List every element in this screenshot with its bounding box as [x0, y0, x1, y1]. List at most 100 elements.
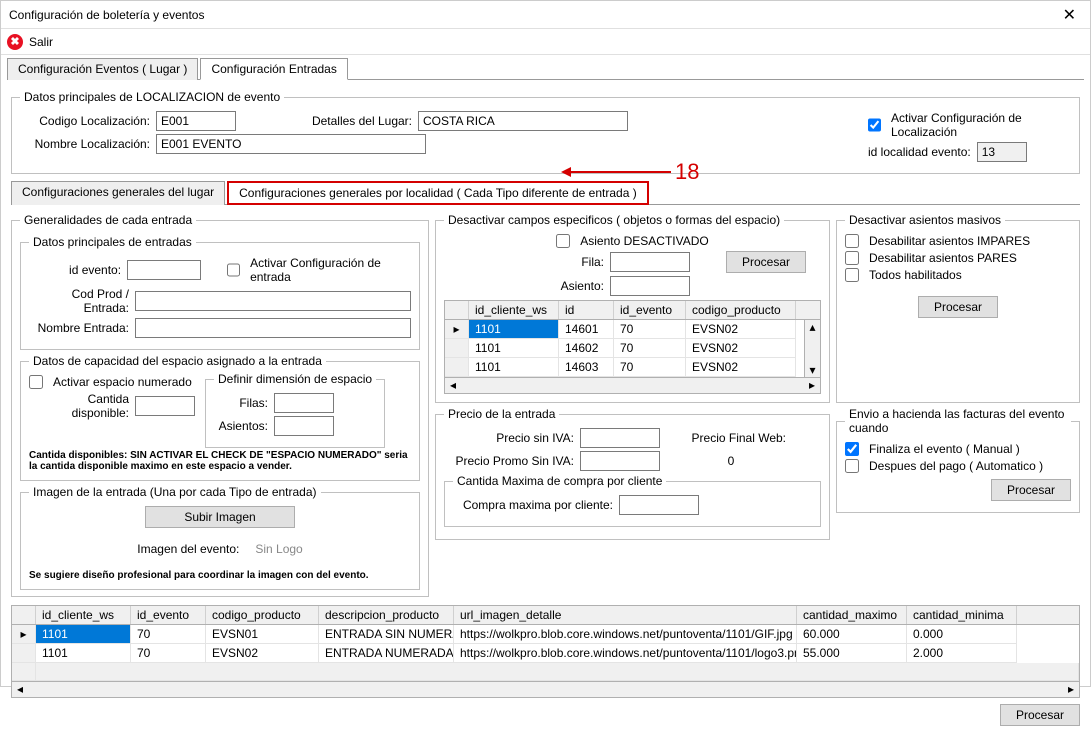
precio-sin-iva-input[interactable] — [580, 428, 660, 448]
bg-h2[interactable]: id_evento — [131, 606, 206, 624]
precio-final-label: Precio Final Web: — [676, 431, 786, 445]
asiento-input[interactable] — [610, 276, 690, 296]
impares-label: Desabilitar asientos IMPARES — [869, 234, 1030, 248]
fila-input[interactable] — [610, 252, 690, 272]
loc-legend: Datos principales de LOCALIZACION de eve… — [20, 90, 284, 104]
despues-label: Despues del pago ( Automatico ) — [869, 459, 1043, 473]
activar-numerado-label: Activar espacio numerado — [53, 375, 192, 389]
bg-row[interactable]: 1101 70 EVSN02 ENTRADA NUMERADA https://… — [12, 644, 1079, 663]
datos-principales-legend: Datos principales de entradas — [29, 235, 196, 249]
toolbar: ✖ Salir — [1, 29, 1090, 55]
main-tabs: Configuración Eventos ( Lugar ) Configur… — [7, 57, 1084, 80]
window-title: Configuración de boletería y eventos — [9, 8, 204, 22]
bg-h7[interactable]: cantidad_minima — [907, 606, 1017, 624]
capacidad-group: Datos de capacidad del espacio asignado … — [20, 354, 420, 481]
activar-entrada-checkbox[interactable] — [227, 263, 240, 277]
precio-group: Precio de la entrada Precio sin IVA: Pre… — [435, 407, 830, 540]
close-icon[interactable]: ✕ — [1057, 5, 1082, 25]
filas-label: Filas: — [214, 396, 268, 410]
exit-icon[interactable]: ✖ — [7, 34, 23, 50]
desactivar-campos-group: Desactivar campos especificos ( objetos … — [435, 213, 830, 403]
tab-config-entradas[interactable]: Configuración Entradas — [200, 58, 347, 80]
dimension-group: Definir dimensión de espacio Filas: Asie… — [205, 372, 385, 448]
tab-config-lugar[interactable]: Configuraciones generales del lugar — [11, 181, 225, 205]
loc-group: Datos principales de LOCALIZACION de eve… — [11, 90, 1080, 174]
bg-row-empty — [12, 663, 1079, 681]
nombre-entrada-label: Nombre Entrada: — [29, 321, 129, 335]
despues-checkbox[interactable] — [845, 459, 859, 473]
asientos-input[interactable] — [274, 416, 334, 436]
cantida-disp-input[interactable] — [135, 396, 195, 416]
procesar-campos-button[interactable]: Procesar — [726, 251, 806, 273]
procesar-bottom-button[interactable]: Procesar — [1000, 704, 1080, 726]
tab-config-eventos[interactable]: Configuración Eventos ( Lugar ) — [7, 58, 198, 80]
filas-input[interactable] — [274, 393, 334, 413]
bg-h5[interactable]: url_imagen_detalle — [454, 606, 797, 624]
nombre-loc-label: Nombre Localización: — [20, 137, 150, 151]
id-loc-label: id localidad evento: — [868, 145, 971, 159]
cod-prod-label: Cod Prod / Entrada: — [29, 287, 129, 315]
sg-h1[interactable]: id_cliente_ws — [469, 301, 559, 319]
nombre-entrada-input[interactable] — [135, 318, 411, 338]
sg-row[interactable]: 1101 14602 70 EVSN02 — [445, 339, 820, 358]
subir-imagen-button[interactable]: Subir Imagen — [145, 506, 295, 528]
nombre-loc-input[interactable] — [156, 134, 426, 154]
annotation-18: 18 — [561, 159, 699, 185]
sg-h3[interactable]: id_evento — [614, 301, 686, 319]
imagen-note: Se sugiere diseño profesional para coord… — [29, 570, 411, 581]
big-grid[interactable]: id_cliente_ws id_evento codigo_producto … — [11, 605, 1080, 698]
precio-promo-input[interactable] — [580, 451, 660, 471]
dimension-legend: Definir dimensión de espacio — [214, 372, 376, 386]
id-evento-label: id evento: — [29, 263, 121, 277]
bg-hscroll[interactable]: ◂▸ — [11, 682, 1080, 698]
generalidades-group: Generalidades de cada entrada Datos prin… — [11, 213, 429, 597]
asiento-desactivado-checkbox[interactable] — [556, 234, 570, 248]
desactivar-asientos-group: Desactivar asientos masivos Desabilitar … — [836, 213, 1080, 403]
imagen-evento-label: Imagen del evento: — [137, 542, 239, 556]
precio-legend: Precio de la entrada — [444, 407, 559, 421]
finaliza-checkbox[interactable] — [845, 442, 859, 456]
imagen-legend: Imagen de la entrada (Una por cada Tipo … — [29, 485, 321, 499]
sg-h2[interactable]: id — [559, 301, 614, 319]
bg-h4[interactable]: descripcion_producto — [319, 606, 454, 624]
activar-numerado-checkbox[interactable] — [29, 375, 43, 389]
id-evento-input[interactable] — [127, 260, 201, 280]
datos-principales-group: Datos principales de entradas id evento:… — [20, 235, 420, 350]
small-grid[interactable]: id_cliente_ws id id_evento codigo_produc… — [444, 300, 821, 394]
sg-row[interactable]: 1101 14603 70 EVSN02 — [445, 358, 820, 377]
pares-checkbox[interactable] — [845, 251, 859, 265]
exit-button[interactable]: Salir — [29, 35, 53, 49]
activar-loc-checkbox[interactable] — [868, 118, 881, 132]
codigo-loc-input[interactable] — [156, 111, 236, 131]
cantida-disp-label: Cantida disponible: — [29, 392, 129, 420]
bg-h6[interactable]: cantidad_maximo — [797, 606, 907, 624]
detalles-input[interactable] — [418, 111, 628, 131]
asiento-label: Asiento: — [444, 279, 604, 293]
id-loc-input — [977, 142, 1027, 162]
title-bar: Configuración de boletería y eventos ✕ — [1, 1, 1090, 29]
envio-hacienda-legend: Envio a hacienda las facturas del evento… — [845, 407, 1071, 435]
finaliza-label: Finaliza el evento ( Manual ) — [869, 442, 1020, 456]
impares-checkbox[interactable] — [845, 234, 859, 248]
sg-hscroll[interactable]: ◂▸ — [444, 378, 821, 394]
bg-h3[interactable]: codigo_producto — [206, 606, 319, 624]
bg-row[interactable]: ▸ 1101 70 EVSN01 ENTRADA SIN NUMERAR htt… — [12, 625, 1079, 644]
procesar-asientos-button[interactable]: Procesar — [918, 296, 998, 318]
detalles-label: Detalles del Lugar: — [302, 114, 412, 128]
sin-logo-text: Sin Logo — [255, 542, 302, 556]
precio-promo-label: Precio Promo Sin IVA: — [444, 454, 574, 468]
activar-loc-label: Activar Configuración de Localización — [891, 111, 1071, 139]
sg-h4[interactable]: codigo_producto — [686, 301, 796, 319]
envio-hacienda-group: Envio a hacienda las facturas del evento… — [836, 407, 1080, 513]
codigo-loc-label: Codigo Localización: — [20, 114, 150, 128]
compra-max-legend: Cantida Maxima de compra por cliente — [453, 474, 666, 488]
sg-vscroll[interactable]: ▴▾ — [804, 320, 820, 377]
bg-h1[interactable]: id_cliente_ws — [36, 606, 131, 624]
procesar-hacienda-button[interactable]: Procesar — [991, 479, 1071, 501]
cod-prod-input[interactable] — [135, 291, 411, 311]
sg-row[interactable]: ▸ 1101 14601 70 EVSN02 — [445, 320, 820, 339]
inner-tabs: Configuraciones generales del lugar Conf… — [11, 180, 1080, 205]
todos-checkbox[interactable] — [845, 268, 859, 282]
compra-max-input[interactable] — [619, 495, 699, 515]
desactivar-campos-legend: Desactivar campos especificos ( objetos … — [444, 213, 784, 227]
